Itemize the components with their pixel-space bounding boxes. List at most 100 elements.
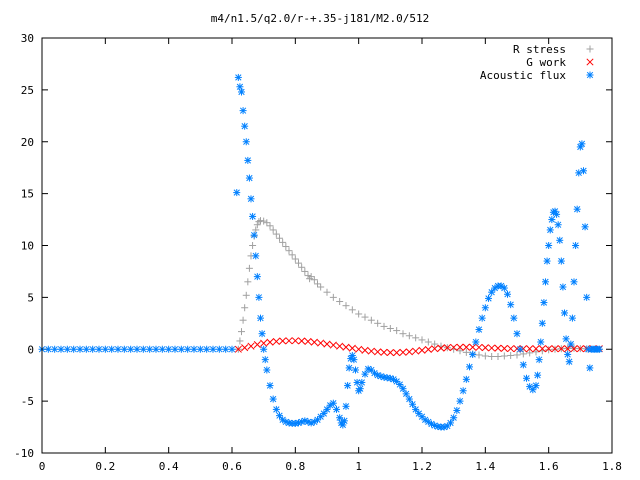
y-tick-label: 30 <box>21 32 34 45</box>
data-point <box>367 316 375 324</box>
x-tick-label: 0.4 <box>159 460 179 473</box>
data-point <box>355 310 363 318</box>
data-point <box>260 345 268 353</box>
data-point <box>431 340 439 348</box>
data-point <box>393 327 401 335</box>
series-acoustic-flux <box>38 73 603 431</box>
data-point <box>535 356 543 364</box>
data-point <box>361 346 369 354</box>
data-point <box>269 226 277 234</box>
y-tick-label: 25 <box>21 84 34 97</box>
data-point <box>543 257 551 265</box>
data-point <box>399 330 407 338</box>
data-point <box>236 83 244 91</box>
data-point <box>63 345 71 353</box>
data-point <box>386 349 394 357</box>
data-point <box>276 234 283 242</box>
data-point <box>89 345 97 353</box>
data-point <box>573 205 581 213</box>
legend-label: R stress <box>513 43 566 56</box>
y-tick-label: -10 <box>14 447 34 460</box>
data-point <box>405 395 413 403</box>
data-point <box>239 107 247 115</box>
y-tick-label: -5 <box>21 395 34 408</box>
data-point <box>196 345 204 353</box>
data-point <box>443 344 451 352</box>
data-point <box>361 370 369 378</box>
data-point <box>538 319 546 327</box>
data-point <box>548 216 556 224</box>
data-point <box>215 345 223 353</box>
data-point <box>399 348 407 356</box>
data-point <box>532 382 540 390</box>
data-point <box>500 344 508 352</box>
data-point <box>282 243 290 251</box>
data-point <box>462 343 470 351</box>
plot-frame <box>41 37 613 454</box>
data-point <box>272 405 280 413</box>
data-point <box>323 405 331 413</box>
data-point <box>266 382 274 390</box>
data-point <box>513 330 521 338</box>
y-tick-label: 20 <box>21 136 34 149</box>
data-point <box>171 345 179 353</box>
data-point <box>44 345 52 353</box>
data-point <box>557 345 565 353</box>
data-point <box>424 345 432 354</box>
data-point <box>529 386 537 394</box>
data-point <box>440 423 448 431</box>
data-point <box>249 212 257 220</box>
data-point <box>500 284 508 292</box>
data-point <box>190 345 198 353</box>
data-point <box>572 242 580 249</box>
data-point <box>329 293 337 301</box>
data-point <box>307 273 315 281</box>
data-point <box>350 356 358 364</box>
data-point <box>374 348 382 356</box>
data-point <box>562 335 570 343</box>
data-point <box>234 73 242 81</box>
data-point <box>260 217 268 225</box>
data-point <box>238 328 245 336</box>
data-point <box>475 343 483 351</box>
data-point <box>95 345 103 353</box>
data-point <box>356 385 364 393</box>
data-point <box>367 347 375 355</box>
data-point <box>203 345 211 353</box>
data-point <box>402 390 410 398</box>
data-point <box>565 358 573 366</box>
data-point <box>272 337 280 346</box>
data-point <box>258 330 266 338</box>
data-point <box>82 345 90 353</box>
data-point <box>279 337 287 345</box>
data-point <box>342 343 350 351</box>
data-point <box>534 371 542 379</box>
data-point <box>252 226 260 234</box>
data-point <box>276 412 283 420</box>
data-point <box>252 252 260 260</box>
data-point <box>279 238 287 246</box>
data-point <box>447 419 454 427</box>
data-point <box>516 345 524 353</box>
data-point <box>595 345 603 353</box>
data-point <box>412 347 420 355</box>
data-point <box>241 122 249 130</box>
data-point <box>114 345 122 353</box>
data-point <box>545 242 553 249</box>
data-point <box>344 382 352 390</box>
data-point <box>580 167 587 175</box>
data-point <box>247 195 255 203</box>
data-point <box>583 293 591 301</box>
data-point <box>253 221 261 229</box>
legend-label: G work <box>526 56 566 69</box>
data-point <box>456 343 464 351</box>
data-point <box>57 345 65 353</box>
data-point <box>475 351 483 359</box>
data-point <box>462 375 470 383</box>
data-point <box>472 338 480 346</box>
data-point <box>570 345 578 353</box>
data-point <box>310 276 318 284</box>
data-point <box>526 349 534 357</box>
data-point <box>551 345 559 353</box>
